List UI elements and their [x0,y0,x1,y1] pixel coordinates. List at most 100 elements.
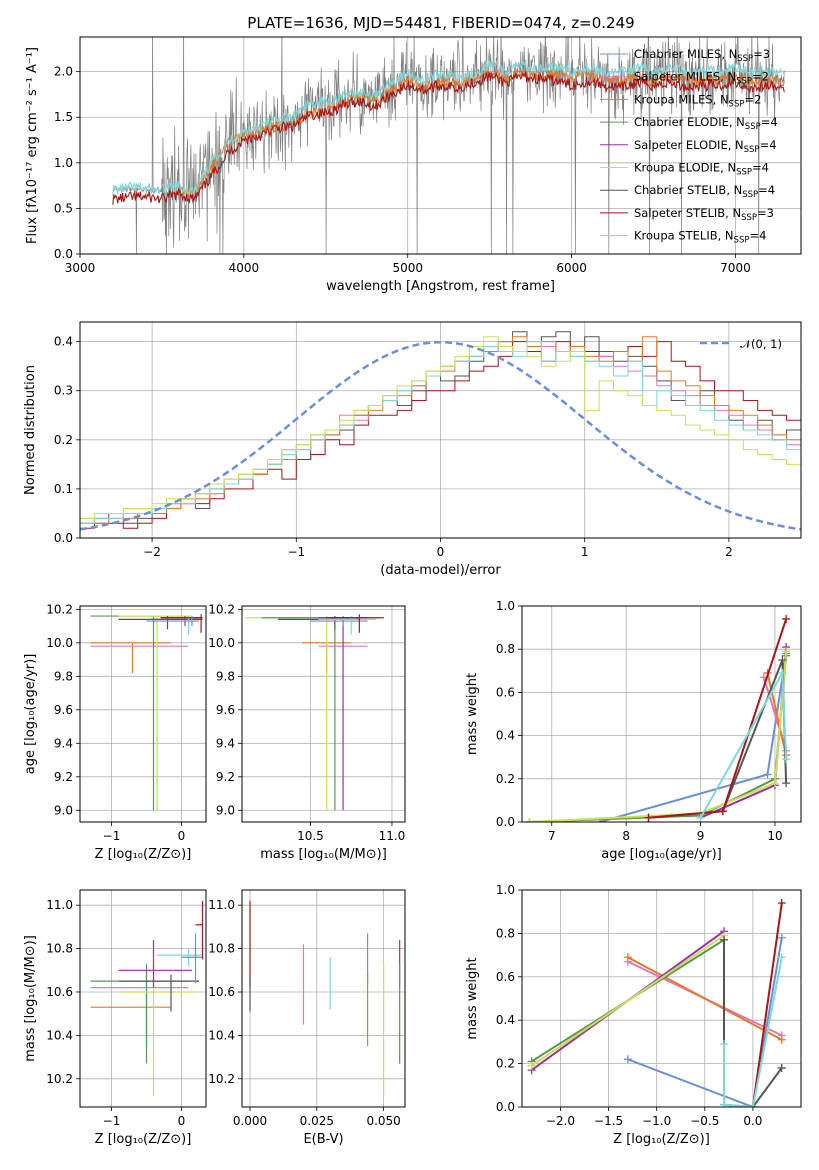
x-tick-label: 0 [178,829,186,843]
legend-entry: Salpeter MILES, NSSP=2 [634,70,769,87]
y-tick-label: 10.0 [46,636,73,650]
legend-subscript: SSP [734,236,750,246]
x-tick-label: 0 [178,1114,186,1128]
x-axis-label: (data-model)/error [380,563,501,578]
y-tick-label: 10.2 [208,1072,235,1086]
weight-point-marker [777,953,786,962]
axes-frame [521,605,802,823]
axes-frame [79,36,802,255]
y-tick-label: 1.0 [496,883,515,897]
x-tick-label: −0.5 [690,1114,719,1128]
normal-curve [80,340,801,531]
y-tick-label: 0.0 [54,247,73,261]
weight-point-marker [770,779,779,788]
legend-entry: Salpeter ELODIE, NSSP=4 [634,138,777,155]
weight-point-marker [718,807,727,816]
weight-series-line [531,934,725,1067]
weight-point-marker [782,779,791,788]
legend-count: =4 [760,138,777,152]
x-tick-label: 0 [437,545,445,559]
axes-frame [79,889,207,1108]
x-tick-label: 1 [581,545,589,559]
x-tick-label: 6000 [556,261,587,275]
weight-point-marker [720,935,729,944]
legend-subscript: SSP [736,77,752,87]
legend-subscript: SSP [744,145,760,155]
legend-entry: 𝒩(0, 1) [740,337,782,351]
x-tick-label: 11.0 [379,829,406,843]
x-tick-label: 0.050 [366,1114,400,1128]
legend-count: =4 [752,161,769,175]
legend-label: Kroupa MILES, N [634,92,729,106]
y-tick-label: 0.0 [54,531,73,545]
histogram-series [80,336,801,524]
panel-mass_weight_vs_Z: −2.0 −1.5 −1.0 −0.5 0.0 0.0 0.2 0.4 0.6 0.8 1.0 Z [… [465,883,802,1147]
legend-entry: Kroupa MILES, NSSP=2 [634,92,761,109]
legend-subscript: SSP [745,122,761,132]
weight-point-marker [782,647,791,656]
y-tick-label: 1.0 [496,599,515,613]
y-tick-label: 10.4 [46,1028,73,1042]
weight-point-marker [778,656,787,664]
weight-point-marker [527,1061,536,1070]
weight-series-line [723,957,783,1107]
weight-point-marker [782,614,791,623]
y-axis-label: mass [log₁₀(M/M⊙)] [23,935,38,1062]
x-tick-label: 10 [767,829,782,843]
weight-point-marker [720,1100,729,1107]
x-axis-label: Z [log₁₀(Z/Z⊙)] [95,1132,192,1147]
legend: 𝒩(0, 1) [700,337,782,351]
plot-area-mass_weight_vs_age [525,614,791,822]
x-tick-label: 7000 [720,261,751,275]
weight-point-marker [525,818,534,822]
x-tick-label: 9 [697,829,705,843]
legend-subscript: SSP [737,54,753,64]
y-tick-label: 0.0 [496,1100,515,1114]
y-tick-label: 2.0 [54,65,73,79]
y-axis-label: mass weight [465,957,480,1039]
y-tick-label: 1.5 [54,110,73,124]
y-tick-label: 9.8 [216,669,235,683]
data-spectrum-line [112,37,785,254]
y-tick-label: 0.6 [496,685,515,699]
x-axis-label: age [log₁₀(age/yr)] [601,847,722,862]
weight-point-marker [777,1063,786,1072]
weight-point-marker [696,813,705,822]
legend-subscript: SSP [741,213,757,223]
legend-count: =4 [749,229,766,243]
legend-entry: Chabrier STELIB, NSSP=4 [634,183,775,200]
weight-point-marker [777,933,786,942]
y-tick-label: 9.2 [54,770,73,784]
x-tick-label: 7 [548,829,556,843]
legend-label: Chabrier ELODIE, N [634,115,745,129]
weight-point-marker [623,1055,632,1064]
legend-label: Salpeter MILES, N [634,70,736,84]
y-tick-label: 0.6 [496,970,515,984]
panel-age_vs_Z: −1 0 9.0 9.2 9.4 9.6 9.8 10.0 10.2 Z [log₁₀(Z/Z⊙)… [23,602,207,862]
axes-frame [241,889,406,1108]
x-tick-label: −2.0 [546,1114,575,1128]
y-tick-label: 10.6 [46,985,73,999]
legend-label: Chabrier STELIB, N [634,183,742,197]
y-tick-label: 0.0 [496,815,515,829]
panel-mass_vs_Z: −1 0 10.2 10.4 10.6 10.8 11.0 Z [log₁₀(Z/Z⊙)] ma… [23,889,207,1147]
y-tick-label: 0.4 [496,1013,515,1027]
legend-label: Kroupa STELIB, N [634,229,734,243]
x-tick-label: 0.025 [300,1114,334,1128]
panel-mass_weight_vs_age: 7 8 9 10 0.0 0.2 0.4 0.6 0.8 1.0 age [log₁₀(age/yr… [465,599,802,862]
y-tick-label: 9.2 [216,770,235,784]
panel-mass_vs_EBV: 0.000 0.025 0.050 10.2 10.4 10.6 10.8 11.0 E(B-V… [208,889,406,1147]
y-tick-label: 9.4 [54,736,73,750]
y-tick-label: 0.4 [54,335,73,349]
y-tick-label: 0.2 [496,772,515,786]
weight-point-marker [720,1040,729,1049]
model-kroupa-stelib-line [112,60,785,197]
x-axis-label: Z [log₁₀(Z/Z⊙)] [613,1132,710,1147]
y-tick-label: 0.8 [496,642,515,656]
x-tick-label: −1 [103,829,121,843]
y-tick-label: 0.8 [496,926,515,940]
model-salpeter-stelib-line [112,71,785,205]
weight-series-line [599,653,788,822]
histogram-series [80,341,801,524]
panel-spectrum: 3000 4000 5000 6000 7000 0.0 0.5 1.0 1.5 2.0 wavel… [25,36,802,294]
